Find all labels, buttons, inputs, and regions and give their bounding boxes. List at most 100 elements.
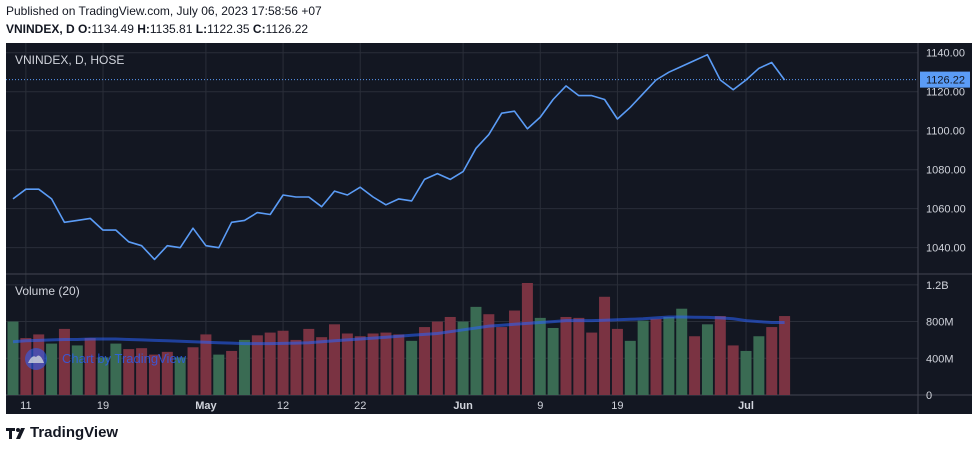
watermark: Chart by TradingView xyxy=(25,348,187,370)
x-axis-label: 22 xyxy=(354,400,366,412)
volume-bar xyxy=(727,345,739,395)
chart-svg[interactable]: 1040.00 1060.00 1080.00 1100.00 1120.00 1140.… xyxy=(6,43,972,414)
volume-bar xyxy=(174,357,186,395)
price-axis-label: 1100.00 xyxy=(926,126,965,138)
volume-bar xyxy=(573,317,585,395)
volume-ma-line xyxy=(12,315,785,346)
volume-axis-label: 1.2B xyxy=(926,280,949,292)
price-axis-label: 1060.00 xyxy=(926,204,966,216)
tradingview-logo[interactable]: TradingView xyxy=(6,424,118,441)
open-label: O: xyxy=(78,22,92,36)
x-axis-label: 12 xyxy=(277,400,289,412)
last-price-tag-label: 1126.22 xyxy=(926,75,965,87)
x-axis-label: Jun xyxy=(453,400,473,412)
volume-bar xyxy=(238,339,250,395)
low-label: L: xyxy=(195,22,208,36)
volume-bar xyxy=(406,340,418,395)
high-value: 1135.81 xyxy=(149,22,193,36)
volume-axis-label: 800M xyxy=(926,317,954,329)
volume-bar xyxy=(650,318,662,395)
volume-bar xyxy=(740,350,752,395)
volume-bar xyxy=(187,347,199,395)
volume-bar xyxy=(84,338,96,395)
x-axis-label: 9 xyxy=(537,400,543,412)
tradingview-logo-icon xyxy=(6,427,25,439)
volume-bar xyxy=(521,283,533,395)
volume-bar xyxy=(611,328,623,395)
x-axis-label: Jul xyxy=(738,400,754,412)
volume-bar xyxy=(329,324,340,395)
x-axis-label: 19 xyxy=(611,400,623,412)
volume-bar xyxy=(7,321,19,395)
volume-bar xyxy=(509,310,521,395)
volume-bar xyxy=(676,308,688,395)
volume-bar xyxy=(586,332,598,395)
volume-bar xyxy=(213,354,225,395)
volume-bar xyxy=(637,320,649,395)
volume-bar xyxy=(714,316,726,395)
volume-ma xyxy=(12,315,785,346)
chart-watermark-icon-cloud xyxy=(28,355,44,363)
volume-bar xyxy=(496,327,508,395)
volume-bar xyxy=(277,330,289,395)
close-value: 1126.22 xyxy=(265,22,309,36)
volume-bar xyxy=(303,328,315,395)
price-axis-label: 1080.00 xyxy=(926,165,966,177)
volume-bar xyxy=(290,339,302,395)
chart-watermark-text: Chart by TradingView xyxy=(62,351,187,366)
price-series xyxy=(6,53,918,261)
volume-axis-label: 400M xyxy=(926,353,954,365)
volume-bar xyxy=(110,343,122,395)
last-price-tag xyxy=(920,71,970,88)
tradingview-logo-text: TradingView xyxy=(30,424,119,441)
high-label: H: xyxy=(137,22,150,36)
volume-bar xyxy=(766,327,778,395)
price-line xyxy=(12,53,786,261)
volume-bar xyxy=(457,321,469,395)
volume-bar xyxy=(226,350,238,395)
open-value: 1134.49 xyxy=(91,22,134,36)
volume-bar xyxy=(264,332,276,395)
volume-bar xyxy=(341,333,353,395)
volume-bar xyxy=(354,336,366,395)
close-label: C: xyxy=(252,22,266,36)
x-axis-label: May xyxy=(195,400,217,412)
volume-bar xyxy=(444,316,456,395)
volume-bar xyxy=(367,333,379,395)
volume-bar xyxy=(753,336,765,395)
low-value: 1122.35 xyxy=(207,22,250,36)
volume-bar xyxy=(200,334,212,395)
volume-bar xyxy=(560,316,572,395)
volume-bar xyxy=(97,357,109,395)
volume-bar xyxy=(483,314,495,395)
volume-bar xyxy=(136,348,148,395)
volume-bar xyxy=(470,306,482,395)
volume-bar xyxy=(123,349,135,395)
volume-bar xyxy=(393,334,405,395)
main-chart-title: VNINDEX, D, HOSE xyxy=(15,53,124,67)
volume-pane-title: Volume (20) xyxy=(15,284,80,298)
volume-bar xyxy=(599,296,611,395)
volume-bar xyxy=(148,354,160,395)
volume-bar xyxy=(46,343,58,395)
ohlc-legend: VNINDEX, D O:1134.49 H:1135.81 L:1122.35… xyxy=(6,22,308,36)
volume-bar xyxy=(380,332,392,395)
x-axis-label: 11 xyxy=(20,400,31,412)
volume-bar xyxy=(689,336,701,395)
x-axis-label: 19 xyxy=(97,400,109,412)
published-note: Published on TradingView.com, July 06, 2… xyxy=(6,4,322,18)
price-axis-label: 1040.00 xyxy=(926,243,966,255)
volume-axis-label: 0 xyxy=(926,390,932,402)
volume-bar xyxy=(419,327,431,395)
volume-bar xyxy=(58,328,70,395)
volume-bar xyxy=(251,335,263,395)
volume-bar xyxy=(534,317,546,395)
chart-area[interactable]: 1040.00 1060.00 1080.00 1100.00 1120.00 1140.… xyxy=(6,43,972,414)
volume-bar xyxy=(431,321,443,395)
price-axis-label: 1120.00 xyxy=(926,87,965,99)
volume-bar xyxy=(624,340,636,395)
axes: 1040.00 1060.00 1080.00 1100.00 1120.00 1140.… xyxy=(20,48,970,412)
volume-bar xyxy=(547,327,559,395)
volume-bar xyxy=(20,338,32,395)
volume-bar xyxy=(779,316,791,395)
